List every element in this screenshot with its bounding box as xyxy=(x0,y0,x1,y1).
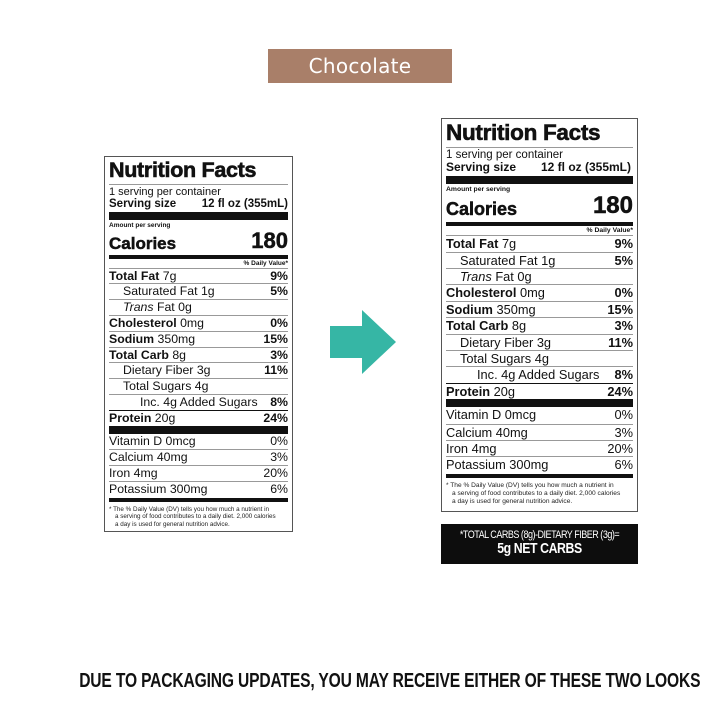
arrow-right-icon xyxy=(330,310,396,374)
net-carbs-formula: *TOTAL CARBS (8g)-DIETARY FIBER (3g)= xyxy=(459,529,620,541)
amount-per-serving: Amount per serving xyxy=(109,222,171,230)
packaging-disclaimer: DUE TO PACKAGING UPDATES, YOU MAY RECEIV… xyxy=(79,670,701,692)
serving-size: Serving size 12 fl oz (355mL) xyxy=(446,160,633,175)
mineral-row-potassium: Potassium 300mg 6% xyxy=(446,456,633,473)
calories-row: Calories 180 xyxy=(446,192,634,220)
label-title: Nutrition Facts xyxy=(109,158,257,182)
serving-size-value: 12 fl oz (355mL) xyxy=(201,197,288,210)
amount-per-serving: Amount per serving xyxy=(446,186,511,194)
thick-divider xyxy=(109,212,288,221)
daily-value-header: % Daily Value* xyxy=(586,227,633,235)
thick-divider xyxy=(109,425,288,434)
calories-value: 180 xyxy=(592,192,634,220)
serving-size: Serving size 12 fl oz (355mL) xyxy=(109,198,288,211)
net-carbs-total: 5g NET CARBS xyxy=(497,540,582,557)
mineral-row-vitamin-d: Vitamin D 0mcg 0% xyxy=(109,433,288,448)
thick-divider xyxy=(446,399,633,408)
mineral-row-iron: Iron 4mg 20% xyxy=(446,439,633,456)
medium-divider xyxy=(446,222,633,227)
servings-per-container: 1 serving per container xyxy=(109,185,221,198)
calories-value: 180 xyxy=(251,227,288,253)
servings-per-container: 1 serving per container xyxy=(446,148,563,161)
thick-divider xyxy=(446,176,633,185)
medium-divider xyxy=(446,473,633,478)
flavor-banner: Chocolate xyxy=(268,49,452,83)
net-carbs-callout: *TOTAL CARBS (8g)-DIETARY FIBER (3g)= 5g… xyxy=(441,524,638,564)
mineral-row-iron: Iron 4mg 20% xyxy=(109,465,288,481)
nutrient-row-dietary-fiber: Dietary Fiber 3g 11% xyxy=(109,362,288,378)
nutrition-label-new: Nutrition Facts 1 serving per container … xyxy=(441,118,638,512)
daily-value-header: % Daily Value* xyxy=(243,259,288,267)
nutrient-row-dietary-fiber: Dietary Fiber 3g 11% xyxy=(446,333,633,350)
medium-divider xyxy=(109,254,288,259)
nutrient-row-sodium: Sodium 350mg 15% xyxy=(446,300,633,317)
nutrient-row-trans-fat: Trans Fat 0g xyxy=(446,268,633,284)
mineral-row-calcium: Calcium 40mg 3% xyxy=(446,423,633,440)
mineral-row-vitamin-d: Vitamin D 0mcg 0% xyxy=(446,407,633,423)
divider xyxy=(446,146,633,148)
serving-size-label: Serving size xyxy=(109,197,177,210)
mineral-row-calcium: Calcium 40mg 3% xyxy=(109,449,288,465)
nutrient-row-saturated-fat: Saturated Fat 1g 5% xyxy=(109,283,288,299)
nutrient-row-cholesterol: Cholesterol 0mg 0% xyxy=(446,284,633,301)
daily-value-footnote: * The % Daily Value (DV) tells you how m… xyxy=(446,481,621,505)
label-title: Nutrition Facts xyxy=(446,120,601,145)
nutrient-row-saturated-fat: Saturated Fat 1g 5% xyxy=(446,251,633,268)
mineral-row-potassium: Potassium 300mg 6% xyxy=(109,480,288,496)
nutrient-row-cholesterol: Cholesterol 0mg 0% xyxy=(109,314,288,330)
daily-value-footnote: * The % Daily Value (DV) tells you how m… xyxy=(109,505,276,528)
nutrient-row-sodium: Sodium 350mg 15% xyxy=(109,330,288,346)
nutrient-row-total-fat: Total Fat 7g 9% xyxy=(109,267,288,283)
calories-row: Calories 180 xyxy=(109,227,288,253)
nutrient-row-added-sugars: Inc. 4g Added Sugars 8% xyxy=(446,366,633,382)
flavor-label: Chocolate xyxy=(308,54,412,78)
divider xyxy=(109,183,288,185)
serving-size-label: Serving size xyxy=(446,160,517,175)
medium-divider xyxy=(109,497,288,502)
nutrient-row-added-sugars: Inc. 4g Added Sugars 8% xyxy=(109,393,288,410)
nutrient-row-total-sugars: Total Sugars 4g xyxy=(446,350,633,366)
nutrient-row-total-carb: Total Carb 8g 3% xyxy=(109,346,288,362)
nutrient-row-trans-fat: Trans Fat 0g xyxy=(109,299,288,315)
nutrition-label-old: Nutrition Facts 1 serving per container … xyxy=(104,156,293,532)
nutrient-row-protein: Protein 20g 24% xyxy=(109,409,288,425)
calories-label: Calories xyxy=(446,199,518,220)
nutrient-row-total-fat: Total Fat 7g 9% xyxy=(446,235,633,252)
serving-size-value: 12 fl oz (355mL) xyxy=(540,160,631,175)
nutrient-row-total-sugars: Total Sugars 4g xyxy=(109,378,288,394)
nutrient-row-total-carb: Total Carb 8g 3% xyxy=(446,317,633,334)
nutrient-row-protein: Protein 20g 24% xyxy=(446,382,633,399)
calories-label: Calories xyxy=(109,233,177,253)
